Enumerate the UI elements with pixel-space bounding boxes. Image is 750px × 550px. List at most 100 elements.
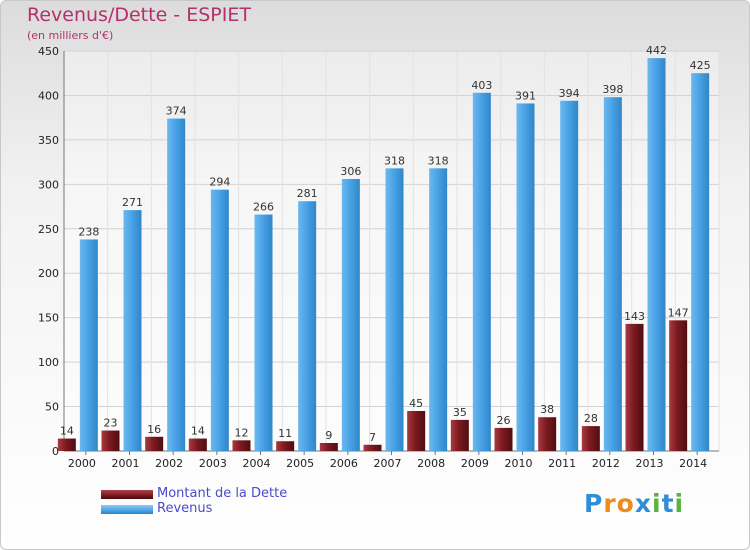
revenue-value-label: 391 bbox=[515, 89, 536, 102]
revenue-bar bbox=[123, 210, 142, 451]
debt-bar bbox=[232, 440, 251, 451]
revenue-bar bbox=[603, 97, 622, 451]
revenue-value-label: 394 bbox=[559, 87, 580, 100]
debt-swatch bbox=[101, 490, 153, 499]
debt-value-label: 45 bbox=[409, 397, 423, 410]
x-tick-label: 2004 bbox=[243, 457, 271, 470]
chart-title: Revenus/Dette - ESPIET bbox=[27, 4, 251, 26]
debt-value-label: 9 bbox=[325, 429, 332, 442]
revenue-bar bbox=[472, 92, 491, 452]
debt-value-label: 23 bbox=[104, 417, 118, 430]
legend-label-revenue: Revenus bbox=[157, 501, 213, 516]
revenue-bar bbox=[298, 201, 317, 451]
debt-bar bbox=[450, 419, 469, 451]
y-tick-label: 50 bbox=[45, 401, 59, 414]
x-tick-label: 2002 bbox=[155, 457, 183, 470]
x-tick-label: 2005 bbox=[286, 457, 314, 470]
revenue-value-label: 425 bbox=[690, 59, 711, 72]
debt-bar bbox=[581, 426, 600, 451]
revenue-bar bbox=[691, 73, 710, 451]
x-tick-label: 2006 bbox=[330, 457, 358, 470]
debt-bar bbox=[276, 441, 295, 451]
debt-value-label: 12 bbox=[235, 426, 249, 439]
x-tick-label: 2000 bbox=[68, 457, 96, 470]
y-tick-label: 100 bbox=[38, 356, 59, 369]
x-tick-label: 2013 bbox=[636, 457, 664, 470]
revenue-value-label: 403 bbox=[471, 79, 492, 92]
revenue-value-label: 238 bbox=[78, 225, 99, 238]
revenue-value-label: 266 bbox=[253, 201, 274, 214]
logo-letter: t bbox=[661, 489, 675, 518]
debt-bar bbox=[101, 430, 120, 451]
debt-value-label: 28 bbox=[584, 412, 598, 425]
x-tick-label: 2008 bbox=[417, 457, 445, 470]
revenue-value-label: 294 bbox=[209, 176, 230, 189]
x-tick-label: 2014 bbox=[679, 457, 707, 470]
debt-value-label: 11 bbox=[278, 427, 292, 440]
y-tick-label: 450 bbox=[38, 45, 59, 58]
revenue-value-label: 281 bbox=[297, 187, 318, 200]
revenue-swatch bbox=[101, 505, 153, 514]
x-tick-label: 2001 bbox=[112, 457, 140, 470]
logo-letter: r bbox=[603, 489, 617, 518]
debt-bar bbox=[319, 443, 338, 451]
bar-chart: 0 50 100 150 200 250 300 350 400 450 14 238 2000 23 27… bbox=[38, 44, 720, 470]
logo-letter: P bbox=[584, 489, 604, 518]
revenue-value-label: 306 bbox=[340, 165, 361, 178]
revenue-value-label: 374 bbox=[166, 105, 187, 118]
chart-subtitle: (en milliers d'€) bbox=[27, 29, 114, 42]
proxiti-logo: Proxiti bbox=[584, 489, 684, 518]
debt-value-label: 26 bbox=[497, 414, 511, 427]
debt-bar bbox=[538, 417, 557, 451]
logo-letter: i bbox=[652, 489, 662, 518]
legend-label-debt: Montant de la Dette bbox=[157, 486, 288, 501]
logo-letter: o bbox=[616, 489, 635, 518]
revenue-bar bbox=[516, 103, 535, 451]
y-tick-label: 350 bbox=[38, 134, 59, 147]
debt-bar bbox=[145, 436, 164, 451]
revenue-bar bbox=[429, 168, 448, 452]
revenue-bar bbox=[210, 189, 229, 451]
y-tick-label: 150 bbox=[38, 312, 59, 325]
revenue-bar bbox=[341, 179, 360, 451]
logo-letter: x bbox=[634, 489, 652, 518]
y-tick-label: 250 bbox=[38, 223, 59, 236]
debt-value-label: 147 bbox=[668, 306, 689, 319]
revenue-value-label: 271 bbox=[122, 196, 143, 209]
revenue-value-label: 318 bbox=[428, 154, 449, 167]
debt-value-label: 14 bbox=[60, 425, 74, 438]
debt-value-label: 7 bbox=[369, 431, 376, 444]
revenue-value-label: 398 bbox=[602, 83, 623, 96]
revenue-bar bbox=[647, 58, 666, 451]
debt-bar bbox=[669, 320, 688, 451]
y-tick-label: 400 bbox=[38, 89, 59, 102]
x-tick-label: 2011 bbox=[548, 457, 576, 470]
revenue-value-label: 442 bbox=[646, 44, 667, 57]
x-tick-label: 2009 bbox=[461, 457, 489, 470]
y-tick-label: 0 bbox=[52, 445, 59, 458]
debt-value-label: 143 bbox=[624, 310, 645, 323]
revenue-bar bbox=[167, 118, 186, 452]
debt-value-label: 16 bbox=[147, 423, 161, 436]
debt-bar bbox=[188, 438, 207, 451]
debt-value-label: 35 bbox=[453, 406, 467, 419]
revenue-bar bbox=[560, 100, 579, 452]
debt-bar bbox=[363, 444, 382, 451]
y-tick-label: 300 bbox=[38, 178, 59, 191]
x-tick-label: 2007 bbox=[374, 457, 402, 470]
x-tick-label: 2003 bbox=[199, 457, 227, 470]
logo-letter: i bbox=[674, 489, 685, 518]
debt-value-label: 14 bbox=[191, 425, 205, 438]
x-tick-label: 2010 bbox=[505, 457, 533, 470]
debt-bar bbox=[625, 323, 644, 451]
revenue-bar bbox=[254, 214, 273, 451]
revenue-bar bbox=[385, 168, 404, 452]
debt-bar bbox=[494, 427, 513, 451]
debt-bar bbox=[407, 411, 426, 451]
revenue-value-label: 318 bbox=[384, 154, 405, 167]
revenue-bar bbox=[79, 239, 98, 451]
debt-bar bbox=[57, 438, 76, 451]
y-tick-label: 200 bbox=[38, 267, 59, 280]
debt-value-label: 38 bbox=[540, 403, 554, 416]
